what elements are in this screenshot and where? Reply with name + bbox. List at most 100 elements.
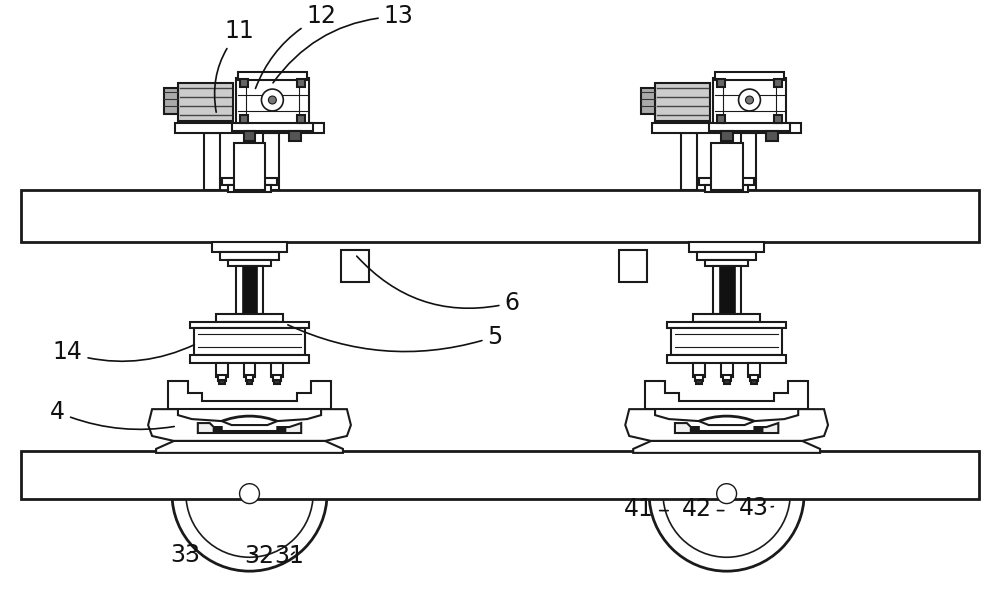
Bar — [289, 131, 301, 141]
Bar — [766, 131, 778, 141]
Bar — [236, 78, 309, 126]
Bar — [216, 364, 228, 377]
Bar — [232, 123, 313, 131]
Bar — [741, 133, 756, 190]
Bar — [697, 252, 756, 260]
Text: 13: 13 — [273, 4, 414, 83]
Bar — [247, 380, 252, 385]
Circle shape — [186, 430, 313, 557]
Bar — [709, 123, 790, 131]
Text: 43: 43 — [738, 495, 773, 519]
Bar — [222, 177, 277, 184]
Bar — [699, 322, 754, 328]
Bar — [228, 184, 271, 192]
Text: 11: 11 — [215, 19, 254, 112]
Bar — [21, 451, 979, 498]
Bar — [274, 380, 280, 385]
Bar — [693, 314, 760, 322]
Bar — [220, 252, 279, 260]
Bar — [696, 380, 702, 385]
Bar — [297, 115, 305, 123]
Circle shape — [240, 484, 259, 504]
Bar — [721, 364, 733, 377]
Bar — [681, 133, 697, 190]
Bar — [21, 190, 979, 242]
Polygon shape — [633, 441, 820, 453]
Circle shape — [746, 96, 753, 104]
Bar — [212, 242, 287, 252]
Polygon shape — [198, 423, 301, 433]
Circle shape — [663, 430, 790, 557]
Bar — [240, 79, 248, 87]
Bar — [228, 260, 271, 266]
Bar — [751, 380, 757, 385]
Bar — [713, 266, 741, 314]
Bar — [689, 242, 764, 252]
Bar — [190, 355, 309, 364]
Bar — [246, 376, 253, 382]
Polygon shape — [156, 441, 343, 453]
Bar — [667, 322, 786, 328]
Circle shape — [261, 89, 283, 111]
Bar — [222, 322, 277, 328]
Bar — [244, 131, 255, 141]
Bar — [204, 133, 220, 190]
Text: 33: 33 — [170, 543, 200, 567]
Bar — [671, 328, 782, 355]
Bar — [216, 314, 283, 322]
Bar — [194, 328, 305, 355]
Polygon shape — [675, 423, 778, 433]
Bar — [705, 184, 748, 192]
Text: 41: 41 — [624, 497, 668, 521]
Polygon shape — [168, 382, 331, 409]
Bar — [655, 83, 710, 121]
Bar — [774, 79, 782, 87]
Text: 5: 5 — [288, 325, 503, 352]
Polygon shape — [645, 382, 808, 409]
Polygon shape — [625, 409, 828, 441]
Bar — [219, 380, 225, 385]
Bar — [748, 364, 760, 377]
Text: 6: 6 — [357, 256, 519, 314]
Bar — [774, 115, 782, 123]
Bar — [705, 260, 748, 266]
Bar — [721, 131, 733, 141]
Bar — [719, 266, 735, 314]
Bar — [641, 88, 655, 114]
Bar — [750, 376, 758, 382]
Bar — [711, 143, 743, 190]
Bar — [263, 133, 279, 190]
Bar — [236, 266, 263, 314]
Bar — [652, 123, 801, 133]
Bar — [178, 83, 233, 121]
Bar — [244, 364, 255, 377]
Bar — [234, 143, 265, 190]
Bar — [695, 376, 703, 382]
Bar — [699, 177, 754, 184]
Bar — [723, 376, 731, 382]
Bar — [273, 376, 281, 382]
Bar — [717, 115, 725, 123]
Bar — [715, 72, 784, 80]
Bar — [164, 88, 178, 114]
Bar — [713, 78, 786, 126]
Bar — [717, 79, 725, 87]
Circle shape — [717, 484, 737, 504]
Bar — [619, 250, 647, 282]
Bar — [693, 364, 705, 377]
Bar — [667, 355, 786, 364]
Bar — [297, 79, 305, 87]
Bar — [724, 380, 730, 385]
Text: 4: 4 — [50, 400, 174, 429]
Text: 31: 31 — [274, 544, 304, 568]
Circle shape — [739, 89, 760, 111]
Circle shape — [649, 416, 804, 571]
Bar — [341, 250, 369, 282]
Text: 12: 12 — [255, 4, 336, 89]
Text: 14: 14 — [53, 340, 194, 364]
Bar — [238, 72, 307, 80]
Bar — [271, 364, 283, 377]
Text: 42: 42 — [682, 497, 724, 521]
Bar — [240, 115, 248, 123]
Circle shape — [172, 416, 327, 571]
